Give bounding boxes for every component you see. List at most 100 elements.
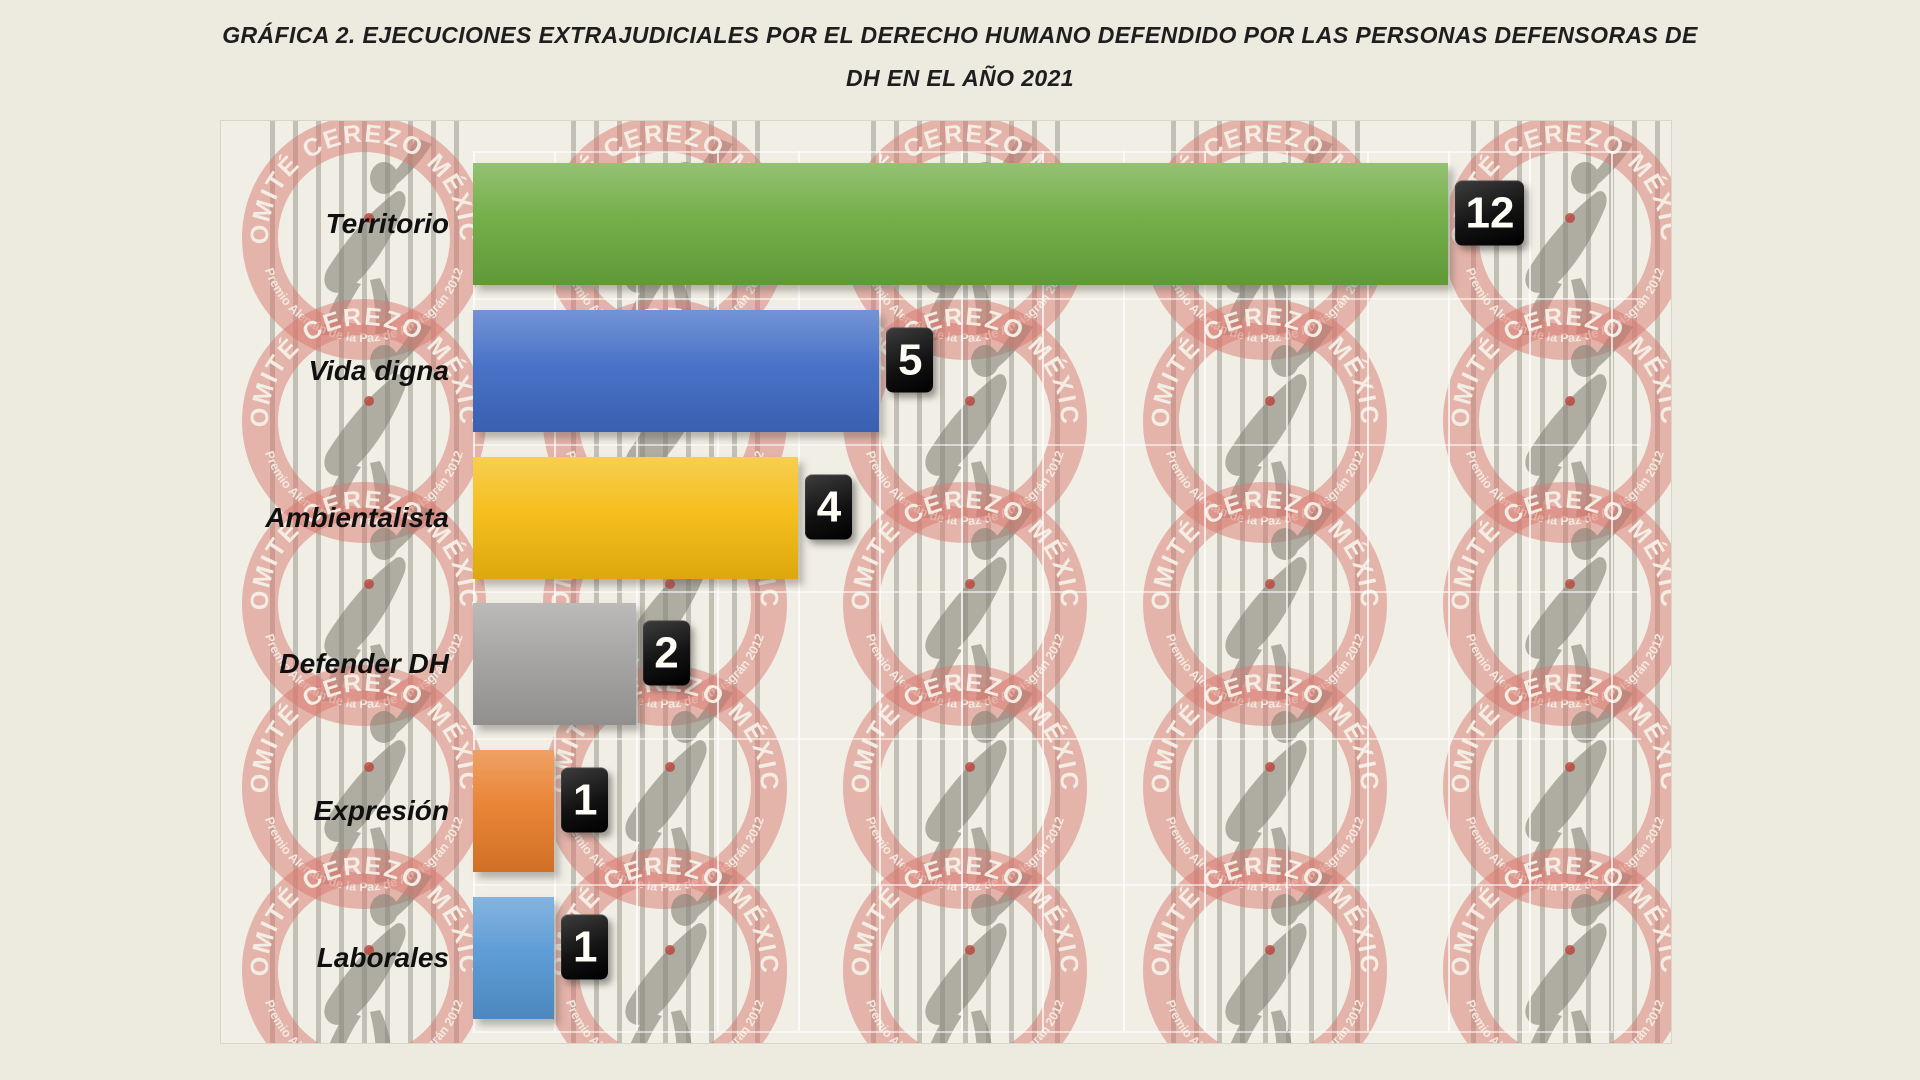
watermark-heart-dot (665, 945, 675, 955)
watermark-heart-dot (965, 396, 975, 406)
watermark-ring (1143, 665, 1387, 909)
bar-defender-dh (473, 603, 636, 726)
watermark-figure-silhouette (321, 687, 432, 884)
watermark-ring (843, 665, 1087, 909)
bar-vida-digna (473, 310, 880, 432)
watermark-comite-cerezo-logo: COMITÉ CEREZO MÉXICOPremio Alemán de la … (1143, 665, 1387, 909)
watermark-comite-cerezo-logo: COMITÉ CEREZO MÉXICOPremio Alemán de la … (1143, 848, 1387, 1043)
watermark-jail-bar (617, 121, 622, 1043)
watermark-ring (1143, 482, 1387, 726)
bar-territorio (473, 163, 1448, 286)
category-label-territorio: Territorio (325, 208, 449, 240)
chart-title-line-1: GRÁFICA 2. EJECUCIONES EXTRAJUDICIALES P… (222, 22, 1698, 48)
watermark-heart-dot (364, 762, 374, 772)
watermark-heart-dot (965, 945, 975, 955)
watermark-ring (242, 299, 486, 543)
watermark-heart-dot (1565, 945, 1575, 955)
watermark-jail-bar (431, 121, 436, 1043)
watermark-comite-cerezo-logo: COMITÉ CEREZO MÉXICOPremio Alemán de la … (1443, 848, 1671, 1043)
watermark-jail-bar (1009, 121, 1014, 1043)
watermark-heart-dot (665, 579, 675, 589)
watermark-jail-bar (1240, 121, 1245, 1043)
watermark-ring (1443, 299, 1671, 543)
value-label-expresion: 1 (561, 767, 609, 833)
watermark-layer: COMITÉ CEREZO MÉXICOPremio Alemán de la … (221, 121, 1671, 1043)
watermark-jail-bar (1540, 121, 1545, 1043)
watermark-heart-dot (1565, 762, 1575, 772)
watermark-jail-bar (940, 121, 945, 1043)
watermark-jail-bar (594, 121, 599, 1043)
watermark-heart-dot (1265, 579, 1275, 589)
watermark-heart-dot (1265, 945, 1275, 955)
watermark-jail-bar (339, 121, 344, 1043)
row-separator-gridline (473, 884, 1641, 887)
watermark-comite-cerezo-logo: COMITÉ CEREZO MÉXICOPremio Alemán de la … (242, 121, 486, 360)
watermark-jail-bar (1332, 121, 1337, 1043)
watermark-jail-bar (709, 121, 714, 1043)
watermark-ring (242, 482, 486, 726)
watermark-heart-dot (364, 396, 374, 406)
row-separator-gridline (473, 1031, 1641, 1033)
watermark-jail-bar (1032, 121, 1037, 1043)
watermark-heart-dot (965, 762, 975, 772)
watermark-heart-dot (965, 579, 975, 589)
watermark-jail-bar (316, 121, 321, 1043)
category-label-vida-digna: Vida digna (308, 355, 449, 386)
watermark-jail-bar (408, 121, 413, 1043)
value-label-ambientalista: 4 (805, 474, 852, 540)
category-label-laborales: Laborales (316, 941, 449, 973)
watermark-comite-cerezo-logo: COMITÉ CEREZO MÉXICOPremio Alemán de la … (1143, 299, 1387, 543)
watermark-jail-bar (917, 121, 922, 1043)
watermark-comite-cerezo-logo: COMITÉ CEREZO MÉXICOPremio Alemán de la … (242, 299, 486, 543)
watermark-ring (543, 848, 787, 1043)
watermark-comite-cerezo-logo: COMITÉ CEREZO MÉXICOPremio Alemán de la … (843, 848, 1087, 1043)
watermark-ring (843, 482, 1087, 726)
watermark-ring (1443, 482, 1671, 726)
watermark-heart-dot (1565, 213, 1575, 223)
watermark-jail-bar (1217, 121, 1222, 1043)
gridline-layer (221, 121, 1671, 1043)
watermark-heart-dot (1265, 762, 1275, 772)
chart-panel: COMITÉ CEREZO MÉXICOPremio Alemán de la … (220, 120, 1672, 1044)
category-label-ambientalista: Ambientalista (265, 501, 449, 533)
row-separator-gridline (473, 591, 1641, 593)
watermark-jail-bar (1494, 121, 1499, 1043)
watermark-jail-bar (894, 121, 899, 1043)
bar-laborales (473, 896, 555, 1019)
watermark-heart-dot (364, 213, 374, 223)
watermark-jail-bar (1517, 121, 1522, 1043)
watermark-comite-cerezo-logo: COMITÉ CEREZO MÉXICOPremio Alemán de la … (242, 848, 486, 1043)
watermark-heart-dot (364, 579, 374, 589)
watermark-ring (1443, 848, 1671, 1043)
watermark-figure-silhouette (625, 870, 733, 1043)
watermark-ring (1443, 665, 1671, 909)
watermark-heart-dot (364, 945, 374, 955)
value-label-vida-digna: 5 (886, 327, 934, 393)
watermark-ring (1143, 848, 1387, 1043)
value-label-defender-dh: 2 (642, 620, 690, 686)
bar-ambientalista (473, 456, 798, 579)
row-separator-gridline (473, 444, 1641, 447)
chart-title-line-2: DH EN EL AÑO 2021 (846, 65, 1074, 91)
watermark-jail-bar (732, 121, 737, 1043)
row-separator-gridline (473, 737, 1641, 740)
watermark-ring (242, 665, 486, 909)
value-label-laborales: 1 (561, 914, 609, 980)
watermark-ring (242, 121, 486, 360)
watermark-jail-bar (293, 121, 298, 1043)
watermark-heart-dot (1565, 396, 1575, 406)
value-label-territorio: 12 (1455, 180, 1524, 246)
bar-expresion (473, 750, 555, 872)
bar-layer: Territorio 12 Vida digna 5 Ambientalista 4 Def… (221, 121, 1671, 1043)
watermark-jail-bar (640, 121, 645, 1043)
watermark-heart-dot (1265, 396, 1275, 406)
watermark-heart-dot (665, 762, 675, 772)
watermark-heart-dot (1565, 579, 1575, 589)
row-separator-gridline (473, 297, 1641, 300)
category-label-expresion: Expresión (313, 795, 449, 826)
watermark-jail-bar (1309, 121, 1314, 1043)
chart-title: GRÁFICA 2. EJECUCIONES EXTRAJUDICIALES P… (0, 14, 1920, 100)
watermark-ring (242, 848, 486, 1043)
watermark-ring (1143, 299, 1387, 543)
watermark-jail-bar (1194, 121, 1199, 1043)
